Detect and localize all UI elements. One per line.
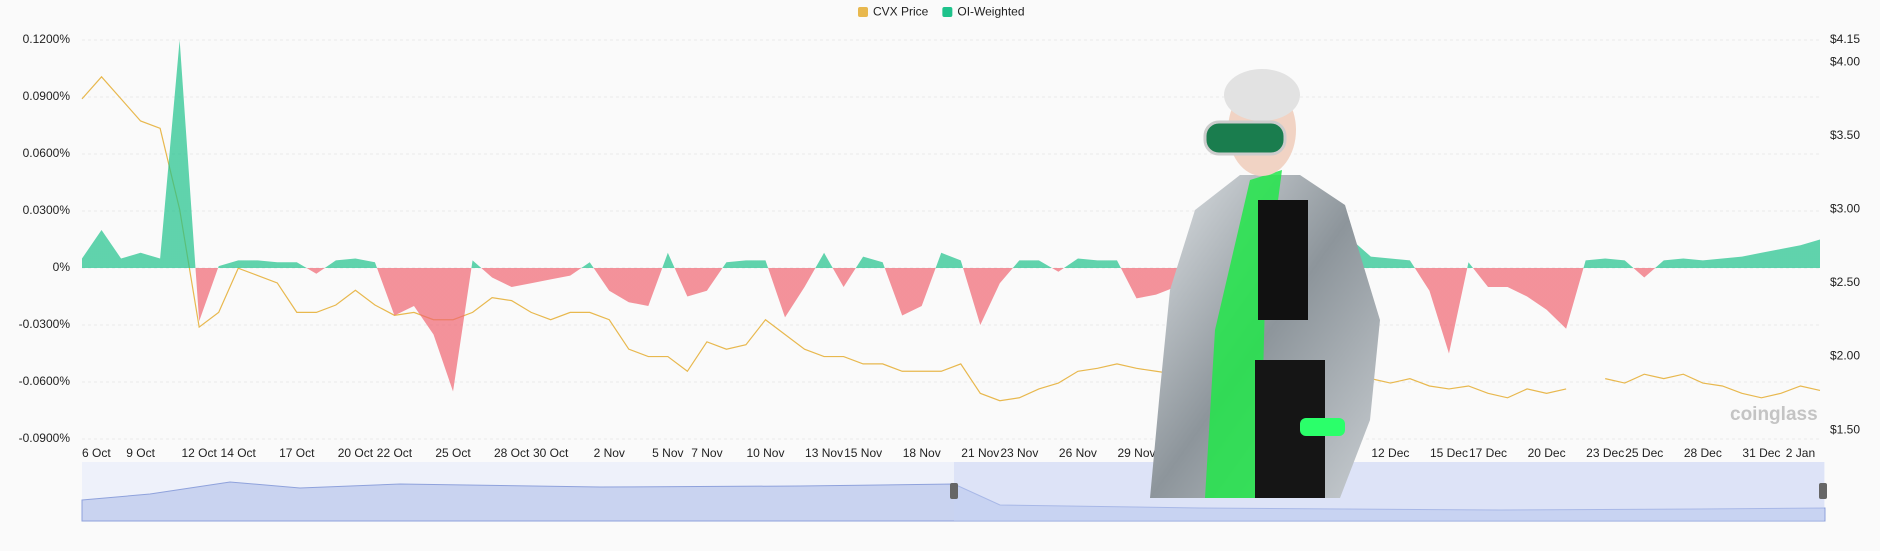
y2-tick-label: $3.00 xyxy=(1830,201,1860,215)
x-tick-label: 9 Oct xyxy=(126,446,155,460)
y-tick-label: 0% xyxy=(53,260,71,274)
y2-tick-label: $1.50 xyxy=(1830,422,1860,436)
x-tick-label: 25 Oct xyxy=(435,446,471,460)
y-tick-label: 0.1200% xyxy=(23,32,71,46)
x-tick-label: 6 Oct xyxy=(82,446,111,460)
x-tick-label: 21 Nov xyxy=(961,446,999,460)
y-tick-label: 0.0900% xyxy=(23,89,71,103)
x-tick-label: 13 Nov xyxy=(805,446,843,460)
x-tick-label: 31 Dec xyxy=(1742,446,1780,460)
overlay: CVX Price OI-Weighted coinglass xyxy=(858,5,1818,425)
x-tick-label: 30 Oct xyxy=(533,446,569,460)
figure-top xyxy=(1258,200,1308,320)
x-tick-label: 15 Dec xyxy=(1430,446,1468,460)
legend-swatch xyxy=(942,7,953,17)
x-tick-label: 17 Dec xyxy=(1469,446,1507,460)
plot-area: 0.1200% 0.0900% 0.0600% 0.0300% 0% -0.0300% -0… xyxy=(19,32,1861,460)
promo-figure xyxy=(1150,69,1380,498)
x-tick-label: 2 Nov xyxy=(594,446,625,460)
x-tick-label: 14 Oct xyxy=(221,446,257,460)
x-tick-label: 2 Jan xyxy=(1786,446,1815,460)
navigator-selection[interactable] xyxy=(954,462,1824,521)
y2-tick-label: $2.50 xyxy=(1830,275,1860,289)
navigator xyxy=(81,462,1827,522)
y2-tick-label: $3.50 xyxy=(1830,128,1860,142)
x-tick-label: 7 Nov xyxy=(691,446,722,460)
x-tick-label: 23 Nov xyxy=(1000,446,1038,460)
x-tick-label: 5 Nov xyxy=(652,446,683,460)
watermark: coinglass xyxy=(1730,404,1818,425)
y-tick-label: 0.0300% xyxy=(23,203,71,217)
x-tick-label: 28 Oct xyxy=(494,446,530,460)
x-tick-label: 26 Nov xyxy=(1059,446,1097,460)
x-tick-label: 12 Oct xyxy=(181,446,217,460)
x-tick-label: 17 Oct xyxy=(279,446,315,460)
navigator-handle[interactable] xyxy=(950,483,958,499)
y-tick-label: -0.0600% xyxy=(19,374,71,388)
x-tick-label: 22 Oct xyxy=(377,446,413,460)
x-tick-label: 20 Dec xyxy=(1528,446,1566,460)
legend-swatch xyxy=(858,7,868,17)
x-tick-label: 28 Dec xyxy=(1684,446,1722,460)
x-tick-label: 23 Dec xyxy=(1586,446,1624,460)
legend-label: CVX Price xyxy=(873,5,929,19)
figure-hair xyxy=(1224,69,1300,121)
x-tick-label: 18 Nov xyxy=(903,446,941,460)
legend-label: OI-Weighted xyxy=(957,5,1024,19)
figure-bracelet xyxy=(1300,418,1345,436)
y-tick-label: 0.0600% xyxy=(23,146,71,160)
price-line xyxy=(81,75,1821,402)
x-tick-label: 29 Nov xyxy=(1118,446,1156,460)
y-tick-label: -0.0300% xyxy=(19,317,71,331)
x-tick-label: 12 Dec xyxy=(1371,446,1409,460)
navigator-area xyxy=(81,481,1826,522)
x-tick-label: 15 Nov xyxy=(844,446,882,460)
navigator-handle[interactable] xyxy=(1819,483,1827,499)
y2-tick-label: $2.00 xyxy=(1830,349,1860,363)
x-tick-label: 20 Oct xyxy=(338,446,374,460)
figure-goggles xyxy=(1203,120,1287,156)
y2-tick-label: $4.00 xyxy=(1830,54,1860,68)
funding-area xyxy=(82,40,1820,392)
y2-tick-label: $4.15 xyxy=(1830,32,1860,46)
x-tick-label: 25 Dec xyxy=(1625,446,1663,460)
y-tick-label: -0.0900% xyxy=(19,431,71,445)
x-tick-label: 10 Nov xyxy=(746,446,784,460)
